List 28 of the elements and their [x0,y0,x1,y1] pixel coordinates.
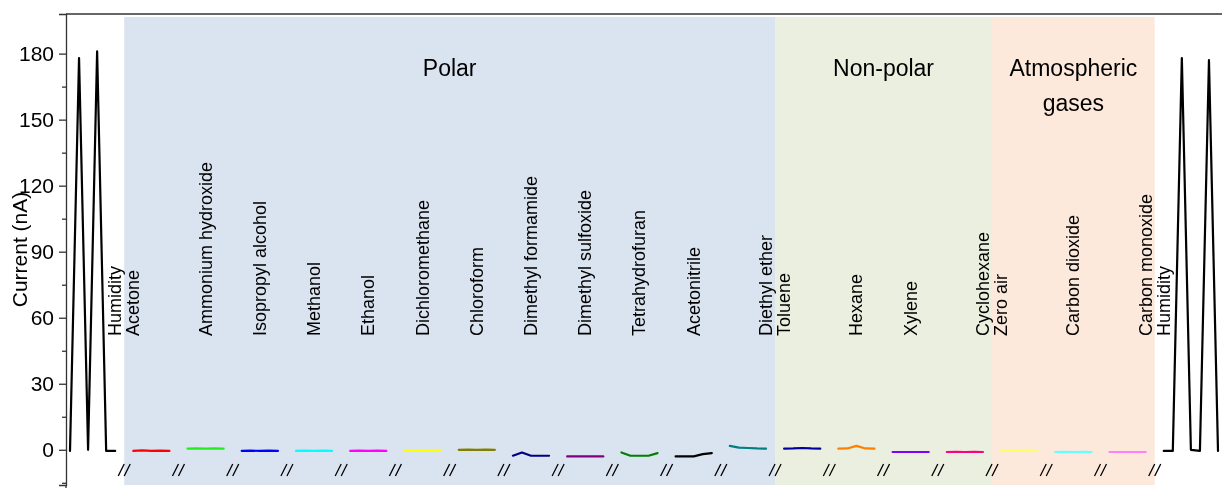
x-tick-label: Xylene [900,280,921,336]
x-tick-label: Isopropyl alcohol [249,200,270,336]
x-tick-label: Hexane [846,273,867,336]
x-tick-label: Dimethyl sulfoxide [575,189,596,336]
y-tick-label: 150 [18,107,54,131]
x-tick-label: Dichloromethane [412,199,433,336]
x-tick-label: Ethanol [358,274,379,336]
x-tick-label: Methanol [304,261,325,336]
x-tick-label: Chloroform [466,246,487,336]
y-tick-label: 60 [30,305,54,329]
x-tick-label: Toluene [774,272,795,336]
y-tick-label: 180 [18,41,54,65]
x-tick-label: Ammonium hydroxide [195,161,216,336]
x-tick-label: Acetonitrile [683,246,704,336]
x-tick-label: Tetrahydrofuran [629,209,650,336]
y-tick-label: 30 [30,371,54,395]
band-label: Non-polar [833,55,935,81]
x-tick-label: Carbon dioxide [1063,214,1084,336]
band-label: Polar [422,55,477,81]
band-label: Atmospheric gases [1009,55,1138,116]
x-tick-label: Humidity [1153,265,1174,336]
x-tick-label: Cyclohexane [972,231,993,336]
y-tick-label: 0 [42,438,54,462]
x-tick-label: Dimethyl formamide [521,175,542,336]
x-tick-label: Humidity [105,265,126,336]
y-tick-label: 90 [30,239,54,263]
x-tick-label: Carbon monoxide [1135,193,1156,336]
x-tick-label: Diethyl ether [756,234,777,336]
